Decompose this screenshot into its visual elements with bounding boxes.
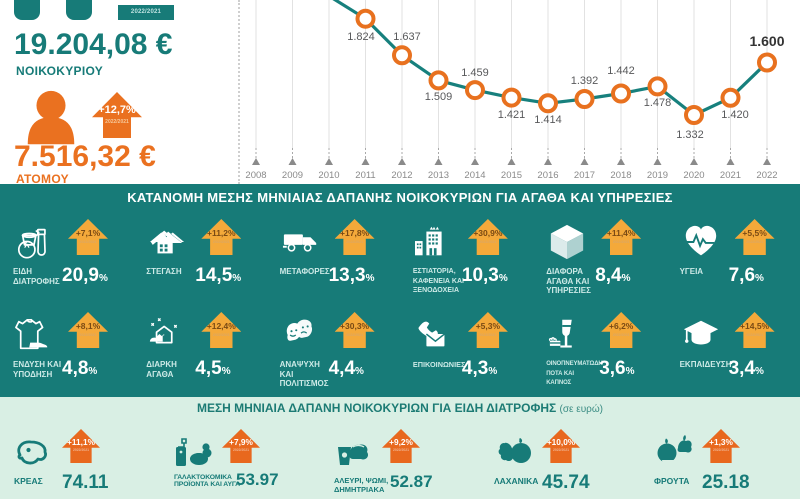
- svg-text:2018: 2018: [610, 170, 631, 181]
- svg-text:1.824: 1.824: [347, 31, 375, 43]
- svg-text:2014: 2014: [464, 170, 485, 181]
- svg-text:2020: 2020: [683, 170, 704, 181]
- svg-text:2016: 2016: [537, 170, 558, 181]
- svg-text:2011: 2011: [355, 170, 375, 181]
- svg-text:1.459: 1.459: [461, 67, 489, 79]
- svg-text:1.421: 1.421: [498, 109, 526, 121]
- svg-text:2008: 2008: [245, 170, 266, 181]
- svg-text:1.600: 1.600: [749, 33, 784, 49]
- svg-text:1.509: 1.509: [425, 91, 453, 103]
- svg-text:2012: 2012: [391, 170, 412, 181]
- svg-text:2019: 2019: [647, 170, 668, 181]
- svg-text:1.392: 1.392: [571, 75, 599, 87]
- svg-text:1.442: 1.442: [607, 65, 635, 77]
- svg-text:2009: 2009: [282, 170, 303, 181]
- svg-text:2013: 2013: [428, 170, 449, 181]
- svg-text:1.420: 1.420: [721, 109, 749, 121]
- svg-text:1.414: 1.414: [534, 114, 562, 126]
- svg-text:2022: 2022: [756, 170, 777, 181]
- svg-text:1.637: 1.637: [393, 31, 421, 43]
- svg-text:2021: 2021: [720, 170, 741, 181]
- svg-text:1.332: 1.332: [676, 129, 704, 141]
- svg-text:2017: 2017: [574, 170, 595, 181]
- svg-text:1.478: 1.478: [644, 97, 672, 109]
- svg-text:2010: 2010: [318, 170, 339, 181]
- svg-text:2015: 2015: [501, 170, 522, 181]
